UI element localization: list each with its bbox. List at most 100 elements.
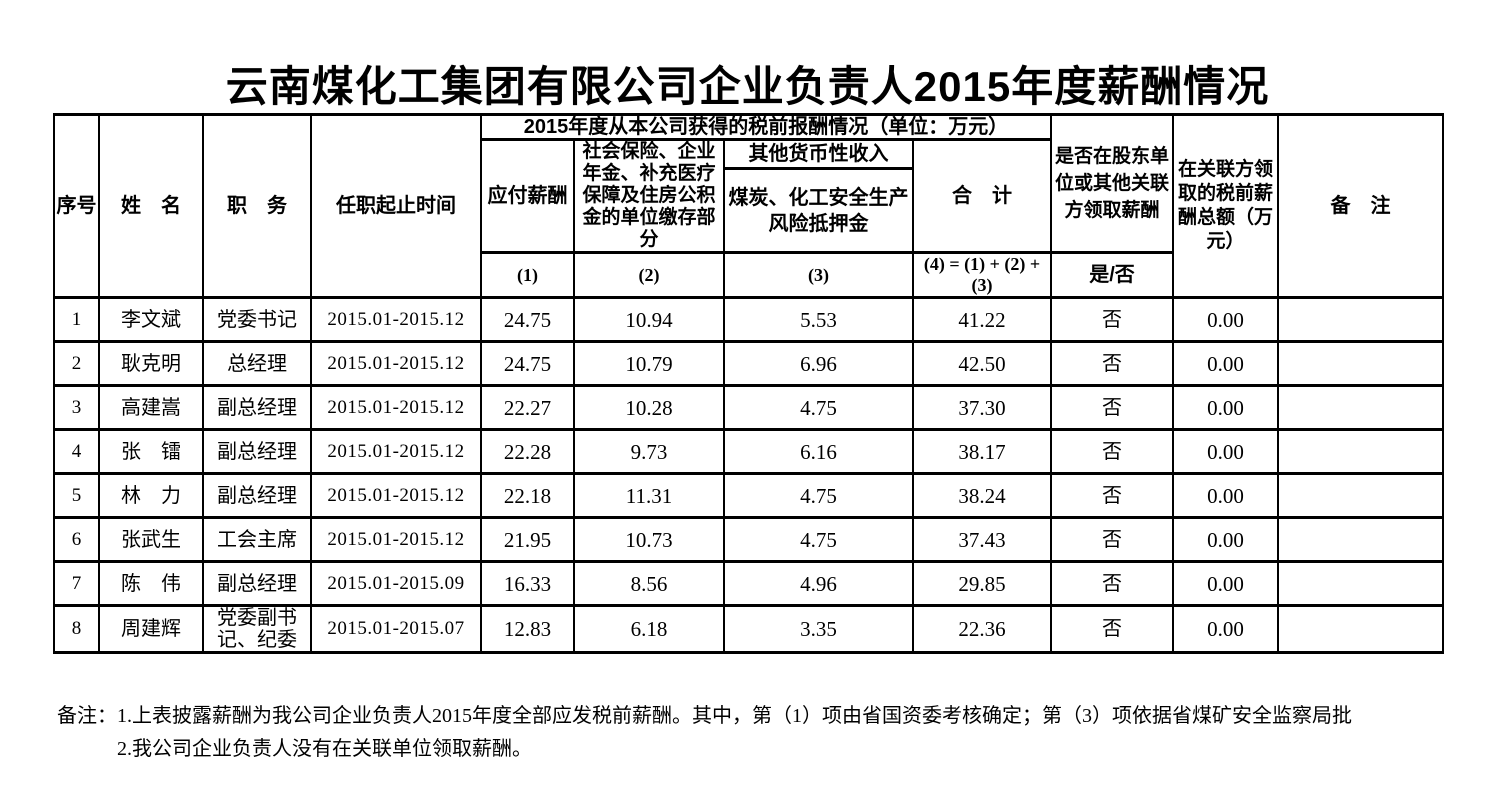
- cell-total: 29.85: [912, 560, 1052, 607]
- header-col2: (2): [573, 251, 725, 299]
- cell-social: 10.28: [573, 384, 725, 431]
- cell-position: 总经理: [202, 340, 312, 387]
- cell-social: 11.31: [573, 472, 725, 519]
- table-row: 5 林 力 副总经理 2015.01-2015.12 22.18 11.31 4…: [53, 472, 1444, 519]
- salary-table: 序号 姓 名 职 务 任职起止时间 2015年度从本公司获得的税前报酬情况（单位…: [53, 113, 1444, 654]
- cell-seq: 5: [53, 472, 100, 519]
- header-payable: 应付薪酬: [480, 138, 575, 254]
- cell-related: 否: [1050, 340, 1174, 387]
- cell-social: 6.18: [573, 604, 725, 654]
- cell-name: 张 镭: [98, 428, 204, 475]
- table-row: 1 李文斌 党委书记 2015.01-2015.12 24.75 10.94 5…: [53, 296, 1444, 343]
- cell-name: 高建嵩: [98, 384, 204, 431]
- cell-total: 42.50: [912, 340, 1052, 387]
- header-social-insurance: 社会保险、企业年金、补充医疗保障及住房公积金的单位缴存部分: [573, 138, 725, 254]
- cell-term: 2015.01-2015.12: [310, 296, 482, 343]
- header-term: 任职起止时间: [310, 113, 482, 299]
- cell-term: 2015.01-2015.12: [310, 340, 482, 387]
- cell-social: 10.94: [573, 296, 725, 343]
- table-row: 8 周建辉 党委副书记、纪委 2015.01-2015.07 12.83 6.1…: [53, 604, 1444, 654]
- cell-related: 否: [1050, 560, 1174, 607]
- cell-total: 22.36: [912, 604, 1052, 654]
- cell-total: 41.22: [912, 296, 1052, 343]
- table-row: 6 张武生 工会主席 2015.01-2015.12 21.95 10.73 4…: [53, 516, 1444, 563]
- cell-term: 2015.01-2015.09: [310, 560, 482, 607]
- cell-related-total: 0.00: [1172, 296, 1279, 343]
- cell-remark: [1277, 428, 1444, 475]
- cell-term: 2015.01-2015.12: [310, 428, 482, 475]
- cell-related: 否: [1050, 384, 1174, 431]
- cell-name: 陈 伟: [98, 560, 204, 607]
- footnote-line-2: 2.我公司企业负责人没有在关联单位领取薪酬。: [117, 738, 532, 760]
- cell-social: 10.79: [573, 340, 725, 387]
- cell-name: 李文斌: [98, 296, 204, 343]
- header-col3: (3): [723, 251, 914, 299]
- cell-term: 2015.01-2015.12: [310, 384, 482, 431]
- table-row: 4 张 镭 副总经理 2015.01-2015.12 22.28 9.73 6.…: [53, 428, 1444, 475]
- cell-other: 3.35: [723, 604, 914, 654]
- cell-total: 38.24: [912, 472, 1052, 519]
- cell-seq: 2: [53, 340, 100, 387]
- cell-other: 4.75: [723, 384, 914, 431]
- header-col1: (1): [480, 251, 575, 299]
- cell-remark: [1277, 604, 1444, 654]
- cell-social: 8.56: [573, 560, 725, 607]
- table-row: 3 高建嵩 副总经理 2015.01-2015.12 22.27 10.28 4…: [53, 384, 1444, 431]
- table-row: 2 耿克明 总经理 2015.01-2015.12 24.75 10.79 6.…: [53, 340, 1444, 387]
- cell-payable: 21.95: [480, 516, 575, 563]
- footnotes: 备注：1.上表披露薪酬为我公司企业负责人2015年度全部应发税前薪酬。其中，第（…: [57, 700, 1495, 766]
- page-title: 云南煤化工集团有限公司企业负责人2015年度薪酬情况: [225, 63, 1270, 110]
- cell-position: 副总经理: [202, 428, 312, 475]
- header-related-total: 在关联方领取的税前薪酬总额（万元）: [1172, 113, 1279, 299]
- header-deposit: 煤炭、化工安全生产风险抵押金: [723, 167, 914, 254]
- cell-related-total: 0.00: [1172, 560, 1279, 607]
- cell-other: 6.16: [723, 428, 914, 475]
- header-position: 职 务: [202, 113, 312, 299]
- cell-seq: 4: [53, 428, 100, 475]
- header-related-question: 是否在股东单位或其他关联方领取薪酬: [1050, 113, 1174, 254]
- cell-related-total: 0.00: [1172, 516, 1279, 563]
- cell-position: 副总经理: [202, 560, 312, 607]
- cell-name: 张武生: [98, 516, 204, 563]
- header-name: 姓 名: [98, 113, 204, 299]
- header-other-income: 其他货币性收入: [723, 137, 914, 171]
- cell-total: 37.30: [912, 384, 1052, 431]
- header-pretax-span: 2015年度从本公司获得的税前报酬情况（单位：万元）: [480, 113, 1052, 141]
- cell-remark: [1277, 340, 1444, 387]
- cell-position: 党委副书记、纪委: [202, 604, 312, 654]
- cell-name: 林 力: [98, 472, 204, 519]
- table-row: 7 陈 伟 副总经理 2015.01-2015.09 16.33 8.56 4.…: [53, 560, 1444, 607]
- cell-position: 副总经理: [202, 472, 312, 519]
- cell-related: 否: [1050, 604, 1174, 654]
- cell-position: 副总经理: [202, 384, 312, 431]
- cell-other: 4.75: [723, 472, 914, 519]
- cell-related: 否: [1050, 472, 1174, 519]
- cell-other: 4.96: [723, 560, 914, 607]
- cell-remark: [1277, 560, 1444, 607]
- cell-remark: [1277, 296, 1444, 343]
- cell-total: 38.17: [912, 428, 1052, 475]
- cell-remark: [1277, 384, 1444, 431]
- cell-related: 否: [1050, 296, 1174, 343]
- cell-seq: 6: [53, 516, 100, 563]
- cell-social: 9.73: [573, 428, 725, 475]
- cell-seq: 1: [53, 296, 100, 343]
- cell-related: 否: [1050, 428, 1174, 475]
- header-col4: (4) = (1) + (2) + (3): [912, 251, 1052, 299]
- cell-position: 工会主席: [202, 516, 312, 563]
- header-yes-no: 是/否: [1050, 251, 1174, 299]
- cell-seq: 3: [53, 384, 100, 431]
- cell-related-total: 0.00: [1172, 428, 1279, 475]
- cell-name: 周建辉: [98, 604, 204, 654]
- cell-related-total: 0.00: [1172, 384, 1279, 431]
- cell-seq: 8: [53, 604, 100, 654]
- cell-seq: 7: [53, 560, 100, 607]
- header-remark: 备 注: [1277, 113, 1444, 299]
- cell-related: 否: [1050, 516, 1174, 563]
- cell-name: 耿克明: [98, 340, 204, 387]
- header-total: 合 计: [912, 138, 1052, 254]
- cell-term: 2015.01-2015.12: [310, 516, 482, 563]
- cell-related-total: 0.00: [1172, 340, 1279, 387]
- cell-other: 4.75: [723, 516, 914, 563]
- cell-social: 10.73: [573, 516, 725, 563]
